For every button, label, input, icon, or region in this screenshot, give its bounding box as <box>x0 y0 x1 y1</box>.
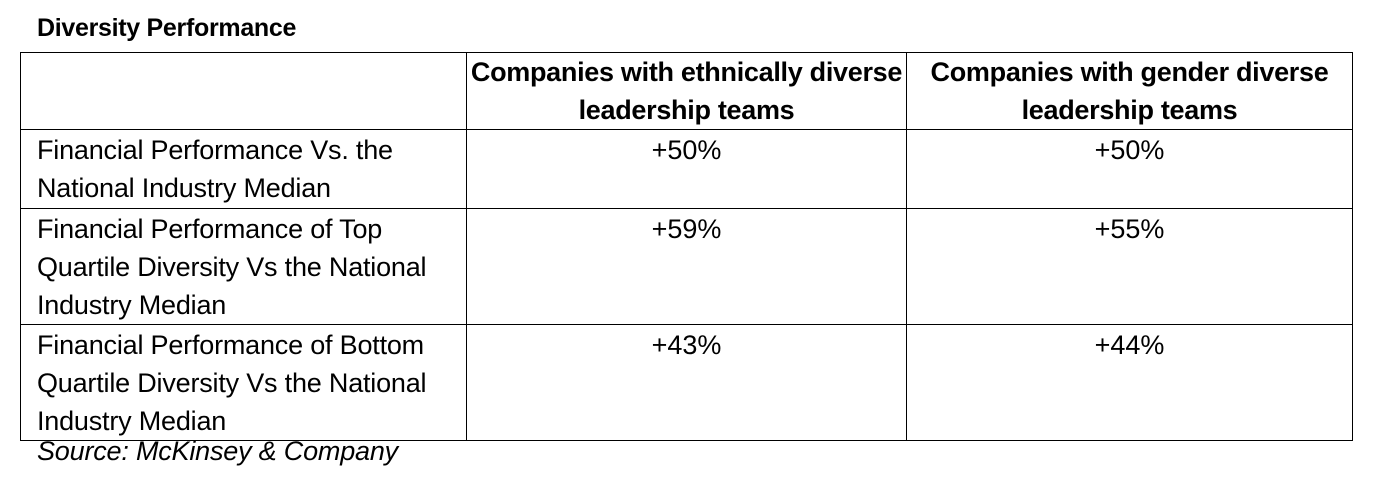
ethnic-value: +50% <box>466 129 907 209</box>
ethnic-value: +59% <box>466 208 907 325</box>
table-title: Diversity Performance <box>37 14 297 42</box>
header-cell-ethnic: Companies with ethnically diverse leader… <box>466 52 907 130</box>
table-row: Financial Performance Vs. the National I… <box>20 129 1353 209</box>
header-cell-empty <box>20 52 467 130</box>
diversity-performance-table: Companies with ethnically diverse leader… <box>20 52 1353 441</box>
ethnic-value: +43% <box>466 324 907 441</box>
gender-value: +55% <box>906 208 1353 325</box>
table-row: Financial Performance of Bottom Quartile… <box>20 324 1353 441</box>
table-header-row: Companies with ethnically diverse leader… <box>20 52 1353 130</box>
source-caption: Source: McKinsey & Company <box>37 436 398 466</box>
row-label: Financial Performance of Bottom Quartile… <box>20 324 467 441</box>
gender-value: +44% <box>906 324 1353 441</box>
gender-value: +50% <box>906 129 1353 209</box>
row-label: Financial Performance of Top Quartile Di… <box>20 208 467 325</box>
row-label: Financial Performance Vs. the National I… <box>20 129 467 209</box>
table-row: Financial Performance of Top Quartile Di… <box>20 208 1353 325</box>
header-cell-gender: Companies with gender diverse leadership… <box>906 52 1353 130</box>
